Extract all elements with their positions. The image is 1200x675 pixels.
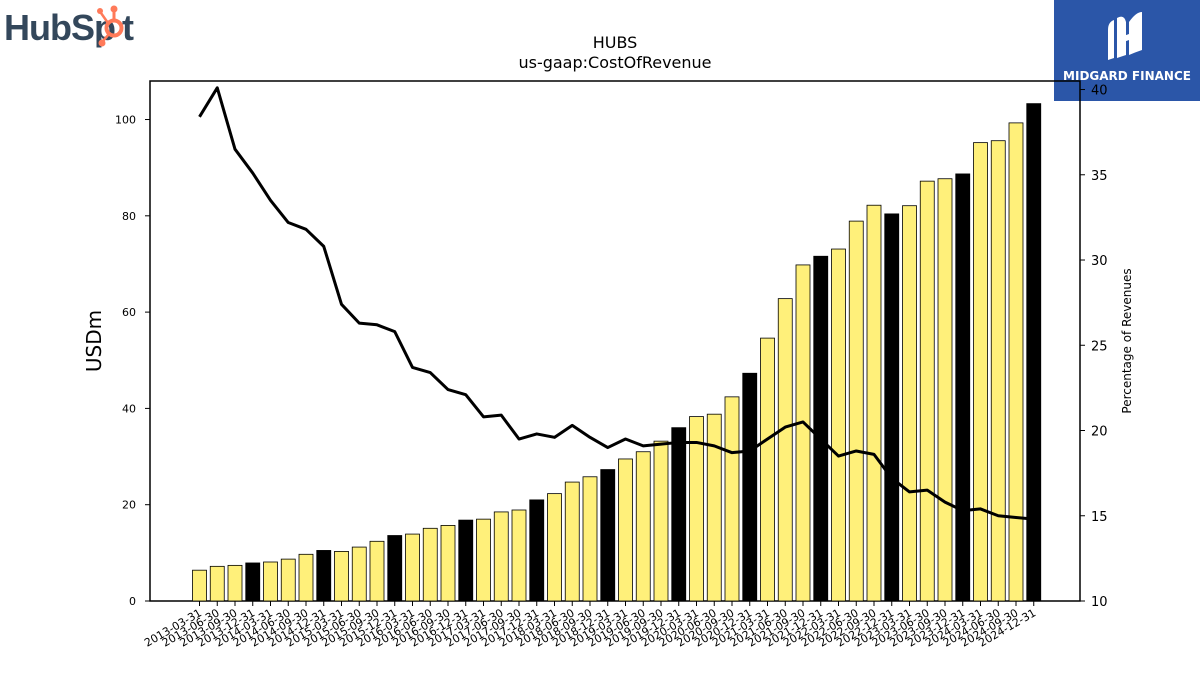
bar-2013-03-31	[192, 569, 207, 602]
bar-2022-12-31	[884, 213, 900, 602]
bar-2017-12-31	[529, 499, 545, 602]
bar-2023-09-30	[937, 178, 953, 602]
bar-2019-12-31	[671, 427, 687, 602]
y2-tick-label: 20	[1091, 425, 1108, 440]
bar-2019-03-31	[618, 458, 633, 602]
y2-tick-label: 15	[1091, 510, 1108, 525]
svg-text:MIDGARD FINANCE: MIDGARD FINANCE	[1063, 69, 1191, 83]
y-tick-label: 100	[115, 114, 136, 127]
bar-2021-06-30	[777, 298, 793, 602]
bar-2016-09-30	[440, 525, 456, 602]
y2-tick-label: 40	[1091, 84, 1108, 99]
bar-2021-09-30	[795, 264, 811, 602]
bar-2018-09-30	[582, 476, 598, 602]
bar-2015-12-31	[387, 535, 403, 602]
bar-2024-03-31	[973, 142, 988, 602]
y-tick-label: 60	[122, 306, 136, 319]
bar-2023-03-31	[902, 205, 917, 602]
bar-2017-09-30	[511, 509, 527, 602]
bar-2018-12-31	[600, 469, 616, 602]
y2-tick-label: 35	[1091, 169, 1108, 184]
bar-2016-06-30	[422, 527, 438, 602]
y-tick-label: 80	[122, 210, 136, 223]
midgard-emblem-icon	[1108, 12, 1142, 60]
y2-tick-label: 25	[1091, 339, 1108, 354]
bar-2019-06-30	[635, 451, 651, 602]
midgard-finance-logo: MIDGARD FINANCE	[1054, 0, 1200, 101]
y2-tick-label: 10	[1091, 595, 1108, 610]
bar-2022-09-30	[866, 204, 882, 602]
bar-2014-06-30	[280, 558, 296, 602]
bar-2015-03-31	[334, 551, 349, 602]
bar-2015-09-30	[369, 540, 385, 602]
bar-2013-12-31	[245, 562, 261, 602]
hubspot-logo: HubSp t	[0, 0, 160, 52]
bar-2024-12-31	[1026, 103, 1042, 602]
bar-2019-09-30	[653, 440, 669, 602]
bar-2022-03-31	[831, 248, 846, 602]
bar-2015-06-30	[351, 546, 367, 602]
bar-2016-12-31	[458, 519, 474, 602]
bar-2020-06-30	[706, 413, 722, 602]
bar-2020-09-30	[724, 396, 740, 602]
y-axis-label: USDm	[82, 310, 106, 372]
bar-2014-09-30	[298, 553, 314, 602]
sprocket-icon	[97, 5, 124, 47]
bar-2021-03-31	[760, 337, 775, 602]
bar-2017-06-30	[493, 511, 509, 602]
chart-subtitle: us-gaap:CostOfRevenue	[518, 53, 711, 72]
bar-2022-06-30	[848, 220, 864, 602]
chart-title: HUBS	[593, 33, 638, 52]
bar-2020-12-31	[742, 372, 758, 602]
bar-2014-12-31	[316, 550, 332, 602]
svg-text:HubSp: HubSp	[4, 7, 115, 48]
bar-2023-06-30	[919, 180, 935, 602]
bar-2013-06-30	[209, 565, 225, 602]
bar-2024-06-30	[990, 140, 1006, 602]
bar-2013-09-30	[227, 564, 243, 602]
bar-2023-12-31	[955, 173, 971, 602]
percentage-line	[198, 86, 1034, 521]
y2-axis-label: Percentage of Revenues	[1120, 268, 1134, 413]
y-tick-label: 40	[122, 402, 136, 415]
bar-2017-03-31	[476, 518, 491, 602]
bar-2016-03-31	[405, 533, 420, 602]
bar-2024-09-30	[1008, 122, 1024, 602]
y-tick-label: 20	[122, 499, 136, 512]
y2-tick-label: 30	[1091, 254, 1108, 269]
bar-2014-03-31	[263, 561, 278, 602]
bar-2021-12-31	[813, 255, 829, 602]
svg-text:t: t	[122, 7, 134, 48]
y-tick-label: 0	[129, 595, 136, 608]
bar-2018-03-31	[547, 493, 562, 602]
bar-2018-06-30	[564, 481, 580, 602]
